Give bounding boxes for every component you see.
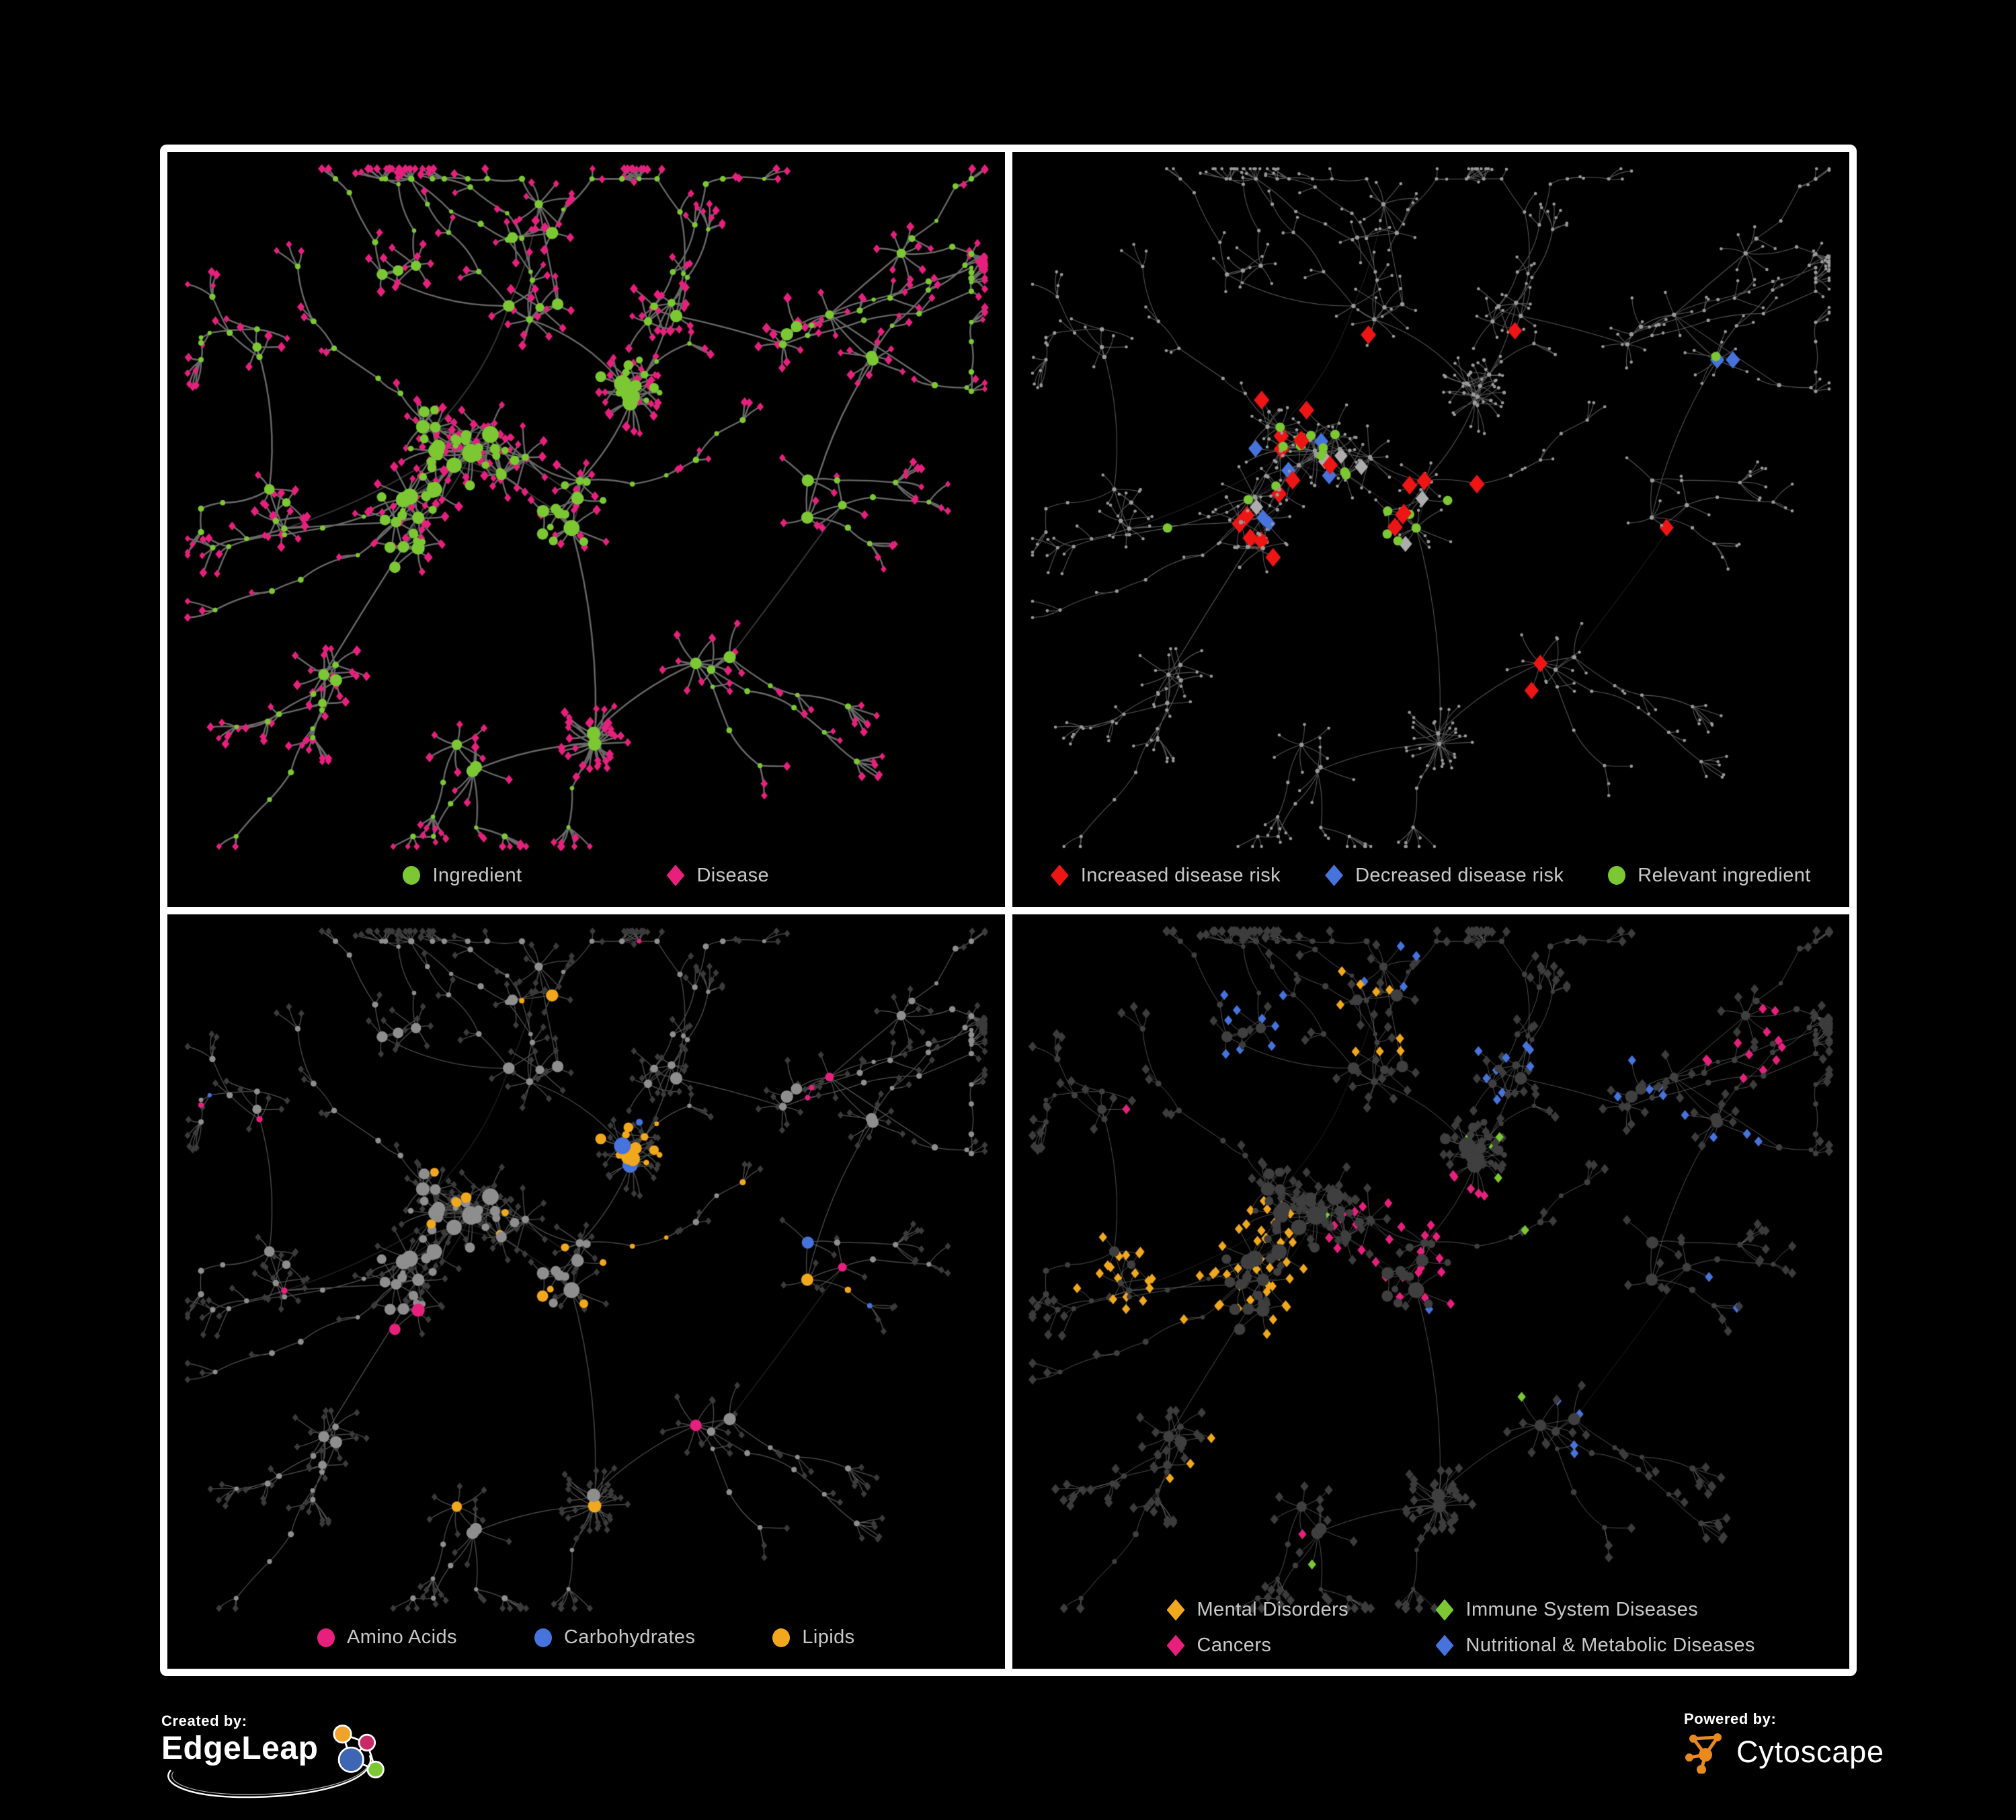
lipids-circle-icon [772, 1628, 791, 1647]
legend-label: Relevant ingredient [1638, 864, 1811, 886]
legend-item: Increased disease risk [1050, 864, 1281, 887]
legend-item: Decreased disease risk [1325, 865, 1564, 887]
created-by-label: Created by: [161, 1712, 247, 1729]
legend-label: Increased disease risk [1080, 864, 1281, 886]
legend-disease-risk: Increased disease risk Decreased disease… [1012, 865, 1850, 887]
network-canvas-disease-risk [1012, 152, 1849, 907]
cytoscape-logo-text: Cytoscape [1736, 1735, 1884, 1769]
relevant-ingredient-circle-icon [1608, 866, 1626, 885]
legend-item: Amino Acids [317, 1626, 457, 1649]
edgeleap-logo: EdgeLeap [161, 1725, 511, 1798]
legend-label: Disease [696, 864, 770, 886]
network-canvas-nutrient-categories [167, 914, 1005, 1669]
immune-diseases-diamond-icon [1435, 1599, 1454, 1621]
legend-item: Cancers [1166, 1634, 1436, 1657]
panel-ingredient-disease: Ingredient Disease [167, 152, 1005, 907]
cancers-diamond-icon [1166, 1634, 1185, 1657]
nutritional-metabolic-diamond-icon [1435, 1634, 1454, 1657]
cytoscape-logo: Cytoscape [1684, 1731, 1884, 1774]
panel-disease-categories: Mental Disorders Immune System Diseases … [1012, 914, 1849, 1669]
legend-item: Mental Disorders [1166, 1599, 1436, 1621]
network-canvas-disease-categories [1012, 914, 1849, 1669]
edgeleap-logo-text: EdgeLeap [161, 1731, 319, 1766]
legend-label: Immune System Diseases [1465, 1599, 1699, 1620]
carbohydrates-circle-icon [534, 1628, 552, 1647]
ingredient-circle-icon [403, 866, 421, 885]
cytoscape-credit: Powered by: Cytoscape [1684, 1710, 1884, 1774]
legend-nutrient-categories: Amino Acids Carbohydrates Lipids [167, 1626, 1005, 1649]
panel-nutrient-categories: Amino Acids Carbohydrates Lipids [167, 914, 1005, 1669]
legend-label: Carbohydrates [563, 1626, 696, 1648]
panels-grid: Ingredient Disease Increased disease ris… [160, 145, 1857, 1676]
decreased-risk-diamond-icon [1325, 865, 1344, 886]
disease-diamond-icon [666, 865, 685, 886]
legend-item: Immune System Diseases [1435, 1599, 1755, 1621]
legend-item: Ingredient [403, 865, 522, 887]
cytoscape-logo-icon [1685, 1733, 1722, 1774]
legend-label: Ingredient [432, 864, 522, 886]
mental-disorders-diamond-icon [1166, 1599, 1185, 1621]
powered-by-label: Powered by: [1684, 1710, 1777, 1727]
legend-item: Relevant ingredient [1608, 865, 1810, 887]
legend-item: Nutritional & Metabolic Diseases [1435, 1634, 1755, 1657]
legend-label: Mental Disorders [1197, 1599, 1349, 1620]
increased-risk-diamond-icon [1050, 865, 1069, 886]
legend-label: Decreased disease risk [1355, 864, 1564, 886]
amino-acids-circle-icon [317, 1628, 335, 1647]
legend-ingredient-disease: Ingredient Disease [167, 865, 1005, 887]
legend-item: Disease [666, 865, 769, 887]
legend-label: Cancers [1197, 1634, 1272, 1656]
network-canvas-ingredient-disease [167, 152, 1005, 907]
edgeleap-credit: Created by: EdgeLeap [161, 1712, 511, 1798]
edgeleap-logo-icon [333, 1725, 385, 1779]
legend-label: Lipids [802, 1626, 855, 1648]
legend-item: Lipids [772, 1626, 854, 1649]
panel-disease-risk: Increased disease risk Decreased disease… [1012, 152, 1850, 907]
legend-label: Amino Acids [346, 1626, 457, 1648]
legend-label: Nutritional & Metabolic Diseases [1465, 1634, 1755, 1656]
legend-disease-categories: Mental Disorders Immune System Diseases … [1166, 1599, 1755, 1657]
legend-item: Carbohydrates [534, 1626, 695, 1649]
